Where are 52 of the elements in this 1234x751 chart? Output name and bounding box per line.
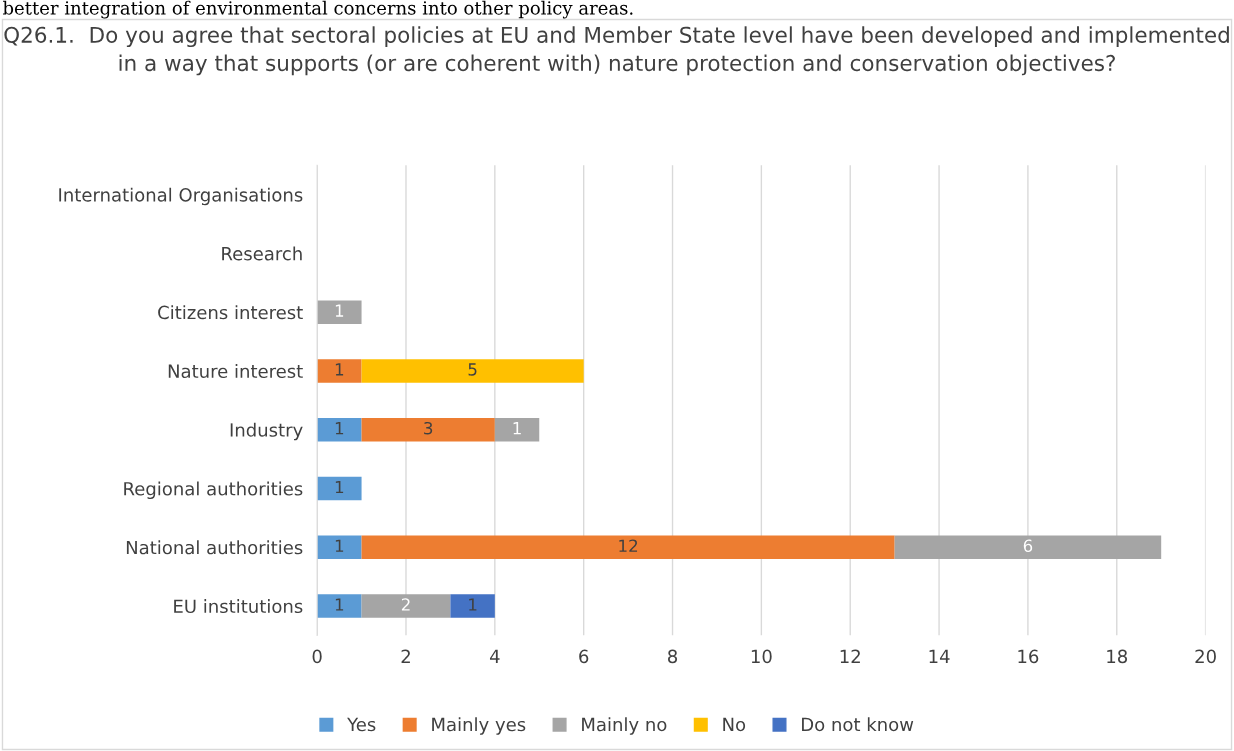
data-label: 1	[469, 598, 477, 611]
bar	[894, 535, 1162, 559]
legend-label: No	[723, 717, 746, 732]
data-label: 1	[335, 363, 344, 376]
data-label: 1	[335, 304, 344, 317]
legend-label: Yes	[347, 717, 376, 732]
bar	[361, 594, 451, 618]
bar	[317, 417, 362, 442]
data-label: 5	[468, 363, 477, 376]
y-tick-label: Nature interest	[168, 364, 303, 379]
legend-label: Do not know	[802, 717, 914, 732]
y-tick-label: EU institutions	[174, 599, 303, 614]
data-label: 1	[335, 598, 344, 611]
x-tick-label: 6	[579, 649, 589, 664]
y-tick-label: Regional authorities	[124, 481, 303, 500]
data-label: 6	[1023, 539, 1033, 553]
data-label: 12	[619, 539, 638, 552]
y-tick-label: Industry	[230, 422, 303, 441]
x-tick-label: 2	[401, 649, 410, 663]
bar	[317, 476, 362, 501]
x-tick-label: 4	[489, 649, 500, 663]
x-tick-label: 20	[1195, 649, 1216, 664]
data-label: 1	[513, 422, 521, 435]
bar	[494, 417, 540, 442]
bar	[317, 535, 362, 559]
bar	[361, 417, 495, 442]
bar	[361, 359, 584, 383]
chart-title: Q26.1. Do you agree that sectoral policies at EU and Member State level have been developed and implemented in a way that supports (or are coherent with) nature protection and conservation objectives?	[4, 26, 1229, 76]
data-label: 1	[335, 422, 344, 435]
y-tick-label: Citizens interest	[158, 305, 303, 320]
y-tick-label: Research	[222, 246, 302, 261]
y-tick-label: International Organisations	[59, 187, 303, 206]
x-tick-label: 0	[312, 649, 322, 664]
legend-label: Mainly yes	[432, 717, 526, 735]
data-label: 2	[401, 598, 410, 611]
x-tick-label: 14	[929, 649, 950, 663]
bar	[317, 300, 362, 324]
data-label: 1	[335, 539, 344, 552]
bar	[317, 359, 362, 383]
text: better integration of environmental concerns into other policy areas.	[2, 0, 633, 19]
bar	[317, 594, 362, 618]
data-label: 1	[335, 480, 344, 494]
x-tick-label: 10	[751, 649, 772, 664]
bar	[450, 594, 495, 618]
y-tick-label: National authorities	[126, 540, 303, 555]
data-label: 3	[424, 421, 433, 435]
legend-label: Mainly no	[582, 717, 667, 735]
x-tick-label: 18	[1107, 649, 1128, 664]
x-tick-label: 16	[1018, 649, 1039, 664]
x-tick-label: 8	[668, 649, 678, 664]
bar	[361, 535, 895, 559]
x-tick-label: 12	[840, 649, 860, 663]
